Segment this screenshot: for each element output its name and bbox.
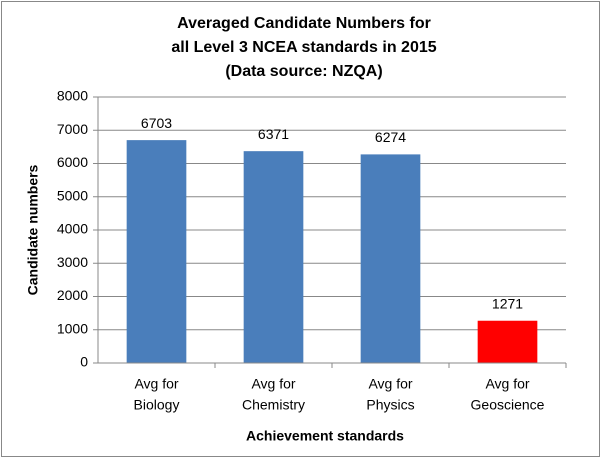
data-label: 1271 (492, 295, 523, 311)
x-tick-label: Chemistry (242, 397, 305, 413)
data-label: 6703 (141, 115, 172, 131)
chart-title: all Level 3 NCEA standards in 2015 (171, 39, 436, 56)
y-tick-label: 8000 (57, 88, 88, 104)
y-tick-label: 4000 (57, 221, 88, 237)
y-axis-title: Candidate numbers (25, 164, 41, 295)
bar (477, 320, 538, 363)
x-tick-label: Avg for (368, 376, 412, 392)
x-tick-label: Avg for (251, 376, 295, 392)
x-axis-title: Achievement standards (246, 428, 404, 444)
y-tick-label: 5000 (57, 187, 88, 203)
data-label: 6274 (375, 129, 406, 145)
bar (126, 140, 187, 363)
y-tick-label: 7000 (57, 121, 88, 137)
y-tick-label: 3000 (57, 254, 88, 270)
y-tick-label: 1000 (57, 320, 88, 336)
x-tick-label: Geoscience (471, 397, 545, 413)
x-tick-label: Avg for (134, 376, 178, 392)
x-tick-label: Biology (134, 397, 180, 413)
chart-title: (Data source: NZQA) (225, 63, 382, 80)
x-tick-label: Avg for (485, 376, 529, 392)
bar (243, 151, 304, 363)
y-tick-label: 0 (80, 354, 88, 370)
y-tick-label: 6000 (57, 154, 88, 170)
x-tick-label: Physics (366, 397, 414, 413)
y-tick-label: 2000 (57, 287, 88, 303)
data-label: 6371 (258, 126, 289, 142)
bar (360, 154, 421, 363)
chart-title: Averaged Candidate Numbers for (177, 15, 431, 32)
